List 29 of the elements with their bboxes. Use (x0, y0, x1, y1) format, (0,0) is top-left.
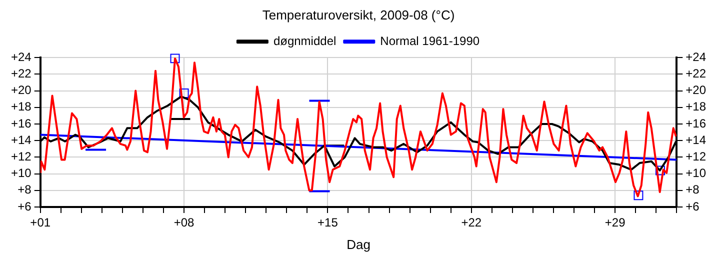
x-tick-label: +29 (604, 216, 626, 230)
y-tick-label: +16 (10, 116, 32, 130)
y2-tick-label: +16 (686, 116, 706, 130)
x-tick-label: +22 (461, 216, 482, 230)
y2-tick-label: +8 (686, 182, 700, 197)
y-tick-label: +22 (10, 66, 32, 81)
y-tick-label: +8 (18, 182, 32, 197)
y2-tick-label: +20 (686, 83, 706, 98)
y-tick-label: +12 (10, 150, 32, 164)
y-tick-label: +18 (10, 100, 32, 114)
chart-title: Temperaturoversikt, 2009-08 (°C) (262, 7, 455, 22)
legend-label: Normal 1961-1990 (380, 34, 480, 48)
y2-tick-label: +22 (686, 66, 706, 81)
y2-tick-label: +6 (686, 199, 700, 214)
y2-tick-label: +12 (686, 150, 706, 164)
y2-tick-label: +18 (686, 100, 706, 114)
y-tick-label: +20 (10, 83, 32, 98)
y2-tick-label: +10 (686, 166, 706, 180)
y2-tick-label: +14 (686, 132, 706, 147)
y-tick-label: +24 (10, 50, 32, 64)
x-tick-label: +08 (174, 216, 195, 230)
x-axis-title: Dag (346, 236, 370, 252)
x-tick-label: +01 (30, 216, 51, 230)
y2-tick-label: +24 (686, 50, 706, 64)
y-tick-label: +6 (18, 199, 32, 214)
y-tick-label: +14 (10, 132, 32, 147)
y-tick-label: +10 (10, 166, 32, 180)
x-tick-label: +15 (318, 216, 338, 230)
legend-label: døgnmiddel (273, 34, 336, 48)
